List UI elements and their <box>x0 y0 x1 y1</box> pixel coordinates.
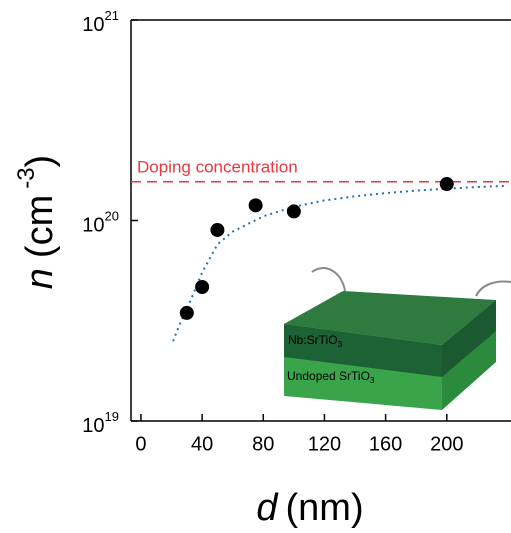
x-axis-label: d (nm) <box>256 487 363 529</box>
axes: 0 40 80 120 160 200 Doping concentration <box>130 19 511 455</box>
y-tick-base: 10 <box>82 415 104 437</box>
y-tick-exp: 19 <box>105 409 119 424</box>
x-tick-label: 200 <box>430 433 463 455</box>
y-tick-base: 10 <box>82 14 104 36</box>
wire <box>311 267 346 292</box>
box-top <box>284 291 496 345</box>
data-point <box>195 279 210 294</box>
data-point <box>439 177 454 192</box>
y-tick-exp: 20 <box>105 209 119 224</box>
y-tick-exp: 21 <box>105 8 119 23</box>
x-tick-label: 40 <box>191 433 213 455</box>
y-tick-label: 1021 <box>82 8 119 36</box>
x-tick-label: 160 <box>369 433 402 455</box>
x-tick-label: 80 <box>252 433 274 455</box>
x-tick-label: 120 <box>308 433 341 455</box>
reference-label: Doping concentration <box>137 157 298 176</box>
box-front-layer <box>284 324 442 377</box>
inset-label: Nb:SrTiO3 <box>288 333 343 349</box>
wire <box>475 280 511 297</box>
x-tick-label: 0 <box>135 433 146 455</box>
y-axis-label: n(cm-3) <box>13 155 61 289</box>
data-point <box>248 198 263 213</box>
inset-label: Undoped SrTiO3 <box>287 369 375 385</box>
data-point <box>179 305 194 320</box>
y-tick-label: 1020 <box>82 209 119 237</box>
y-tick-label: 1019 <box>82 409 119 437</box>
data-point <box>210 222 225 237</box>
y-tick-base: 10 <box>82 215 104 237</box>
box-side-layer <box>442 300 496 377</box>
data-point <box>286 204 301 219</box>
inset: Nb:SrTiO3 Undoped SrTiO3 <box>284 267 511 410</box>
